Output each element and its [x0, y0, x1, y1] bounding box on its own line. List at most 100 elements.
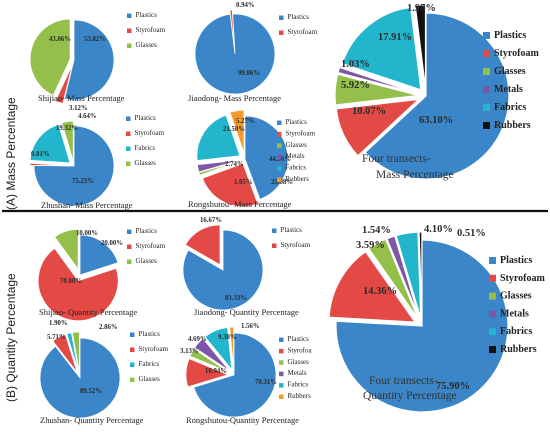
- pie-chart-jiaodong-mass-percentage: 99.06% 0.94% Jiaodong- Mass Percentage Plas…: [188, 2, 318, 103]
- data-label-rubbers: 1.97%: [407, 3, 436, 14]
- legend-label-styrofoam: Styrofoam: [288, 28, 318, 36]
- legend-label-fabrics: Fabrics: [288, 381, 309, 389]
- data-label-fabrics: 17.91%: [378, 32, 412, 43]
- slice-fabrics: [29, 124, 71, 164]
- data-label-styrofoam: 10.94%: [205, 368, 227, 375]
- data-label-styrofoam: 0.81%: [31, 151, 50, 158]
- slice-styrofoam: [185, 358, 230, 388]
- slice-plastics: [79, 234, 119, 276]
- data-label-fabrics: 4.10%: [424, 224, 453, 235]
- slice-styrofoam: [201, 163, 259, 207]
- legend-swatch-plastics: [126, 116, 131, 121]
- data-label-plastics: 20.00%: [101, 240, 123, 247]
- data-label-glasses: 4.64%: [78, 113, 97, 120]
- slice-rubbers: [418, 231, 423, 319]
- chart-title: Jiaodong- Quantity Percentage: [194, 307, 299, 317]
- legend-swatch-styrofoam: [126, 131, 131, 136]
- data-label-styrofoam: 16.67%: [200, 217, 222, 224]
- legend-swatch-plastics: [483, 32, 490, 39]
- slice-styrofoam: [335, 98, 421, 157]
- data-label-metals: 2.74%: [225, 161, 244, 168]
- legend-label-plastics: Plastics: [288, 335, 310, 343]
- slice-plastics: [194, 13, 276, 95]
- legend-swatch-glasses: [279, 360, 284, 365]
- data-label-styrofoam: 14.36%: [363, 286, 397, 297]
- pie-charts: 53.82% 3.12% 43.06% Shijiao- Mass Percentag…: [29, 2, 545, 425]
- chart-title: Rongshutou-Quantity Percentage: [186, 415, 299, 425]
- legend-label-rubbers: Rubbers: [286, 175, 310, 183]
- legend-swatch-styrofoam: [279, 30, 284, 35]
- legend-swatch-rubbers: [277, 177, 282, 182]
- section-label-quantity: (B) Quantity Percentage: [4, 273, 18, 402]
- legend-swatch-styrofoam: [272, 243, 277, 248]
- data-label-plastics: 83.33%: [225, 295, 247, 302]
- data-label-glasses: 5.92%: [341, 80, 370, 91]
- legend-label-glasses: Glasses: [136, 41, 158, 49]
- slice-plastics: [182, 229, 264, 311]
- legend-label-metals: Metals: [286, 152, 305, 160]
- data-label-metals: 1.54%: [362, 225, 391, 236]
- legend-swatch-rubbers: [279, 394, 284, 399]
- data-label-rubbers: 1.56%: [241, 323, 260, 330]
- data-label-plastics: 89.52%: [80, 388, 102, 395]
- slice-styrofoam: [229, 9, 236, 51]
- chart-title-line2: Mass Percentage: [376, 169, 454, 181]
- legend-label-fabrics: Fabrics: [500, 326, 532, 337]
- data-label-styrofoam: 5.71%: [47, 334, 66, 341]
- legend-label-plastics: Plastics: [135, 114, 157, 122]
- slice-fabrics: [395, 231, 422, 319]
- slice-glasses: [61, 120, 74, 162]
- slice-fabrics: [341, 6, 422, 91]
- legend-swatch-glasses: [277, 143, 282, 148]
- legend-label-plastics: Plastics: [494, 30, 526, 41]
- slice-glasses: [54, 228, 79, 271]
- legend-swatch-fabrics: [130, 362, 135, 367]
- pie-chart-shijiao-quantity-percentage: 20.00% 70.00% 10.00% Shijiao- Quantity Perc…: [37, 227, 166, 322]
- legend-swatch-glasses: [127, 43, 132, 48]
- pie-chart-four-transects-quantity-percentage: 75.90% 14.36% 3.59% 1.54% 4.10% 0.51% Four tra…: [328, 224, 545, 413]
- legend-swatch-styrofoam: [130, 347, 135, 352]
- legend-label-glasses: Glasses: [136, 257, 158, 265]
- chart-title: Zhushan- Mass Percentage: [41, 200, 133, 210]
- chart-title: Zhushan- Quantity Percentage: [40, 415, 144, 425]
- legend-label-rubbers: Rubbers: [500, 344, 537, 355]
- legend-swatch-fabrics: [126, 146, 131, 151]
- data-label-fabrics: 21.50%: [223, 126, 245, 133]
- legend-swatch-plastics: [279, 337, 284, 342]
- slice-metals: [337, 66, 419, 95]
- legend-label-glasses: Glasses: [288, 358, 310, 366]
- slice-styrofoam: [328, 250, 417, 323]
- slice-styrofoam: [37, 247, 119, 322]
- data-label-plastics: 63.10%: [419, 115, 453, 126]
- legend-swatch-metals: [483, 86, 490, 93]
- legend-label-plastics: Plastics: [286, 118, 308, 126]
- chart-title: Shijiao- Mass Percentage: [38, 93, 125, 103]
- slice-fabrics: [196, 114, 241, 162]
- pie-chart-rongshutou-mass-percentage: 44.36% 25.08% 1.05% 2.74% 21.50%5.27% Rongshu…: [188, 109, 316, 209]
- data-label-styrofoam: 70.00%: [60, 278, 82, 285]
- slice-plastics: [39, 337, 121, 419]
- legend-swatch-styrofoa: [279, 348, 284, 354]
- legend-label-metals: Metals: [500, 308, 529, 319]
- pie-chart-four-transects-mass-percentage: 63.10% 10.07% 5.92% 1.03% 17.91% 1.97% Four tr…: [334, 3, 539, 181]
- data-label-fabrics: 9.38%: [218, 334, 237, 341]
- legend-swatch-plastics: [277, 120, 282, 125]
- legend-swatch-fabrics: [277, 166, 282, 171]
- legend-label-plastics: Plastics: [136, 227, 158, 235]
- slice-metals: [194, 337, 230, 372]
- legend-swatch-glasses: [489, 292, 496, 300]
- data-label-rubbers: 0.51%: [457, 228, 486, 239]
- legend-swatch-plastics: [130, 332, 135, 337]
- slice-plastics: [364, 12, 510, 180]
- slice-plastics: [64, 19, 115, 101]
- legend-label-fabrics: Fabrics: [139, 360, 160, 368]
- legend-label-plastics: Plastics: [500, 255, 532, 266]
- legend-swatch-glasses: [483, 68, 490, 75]
- legend-label-styrofoam: Styrofoam: [286, 129, 316, 137]
- slice-rubbers: [229, 109, 245, 154]
- slice-styrofoam: [54, 64, 73, 105]
- legend-swatch-rubbers: [489, 346, 496, 353]
- data-label-plastics: 75.90%: [436, 381, 470, 392]
- slice-glasses: [334, 73, 419, 106]
- slice-glasses: [367, 238, 419, 320]
